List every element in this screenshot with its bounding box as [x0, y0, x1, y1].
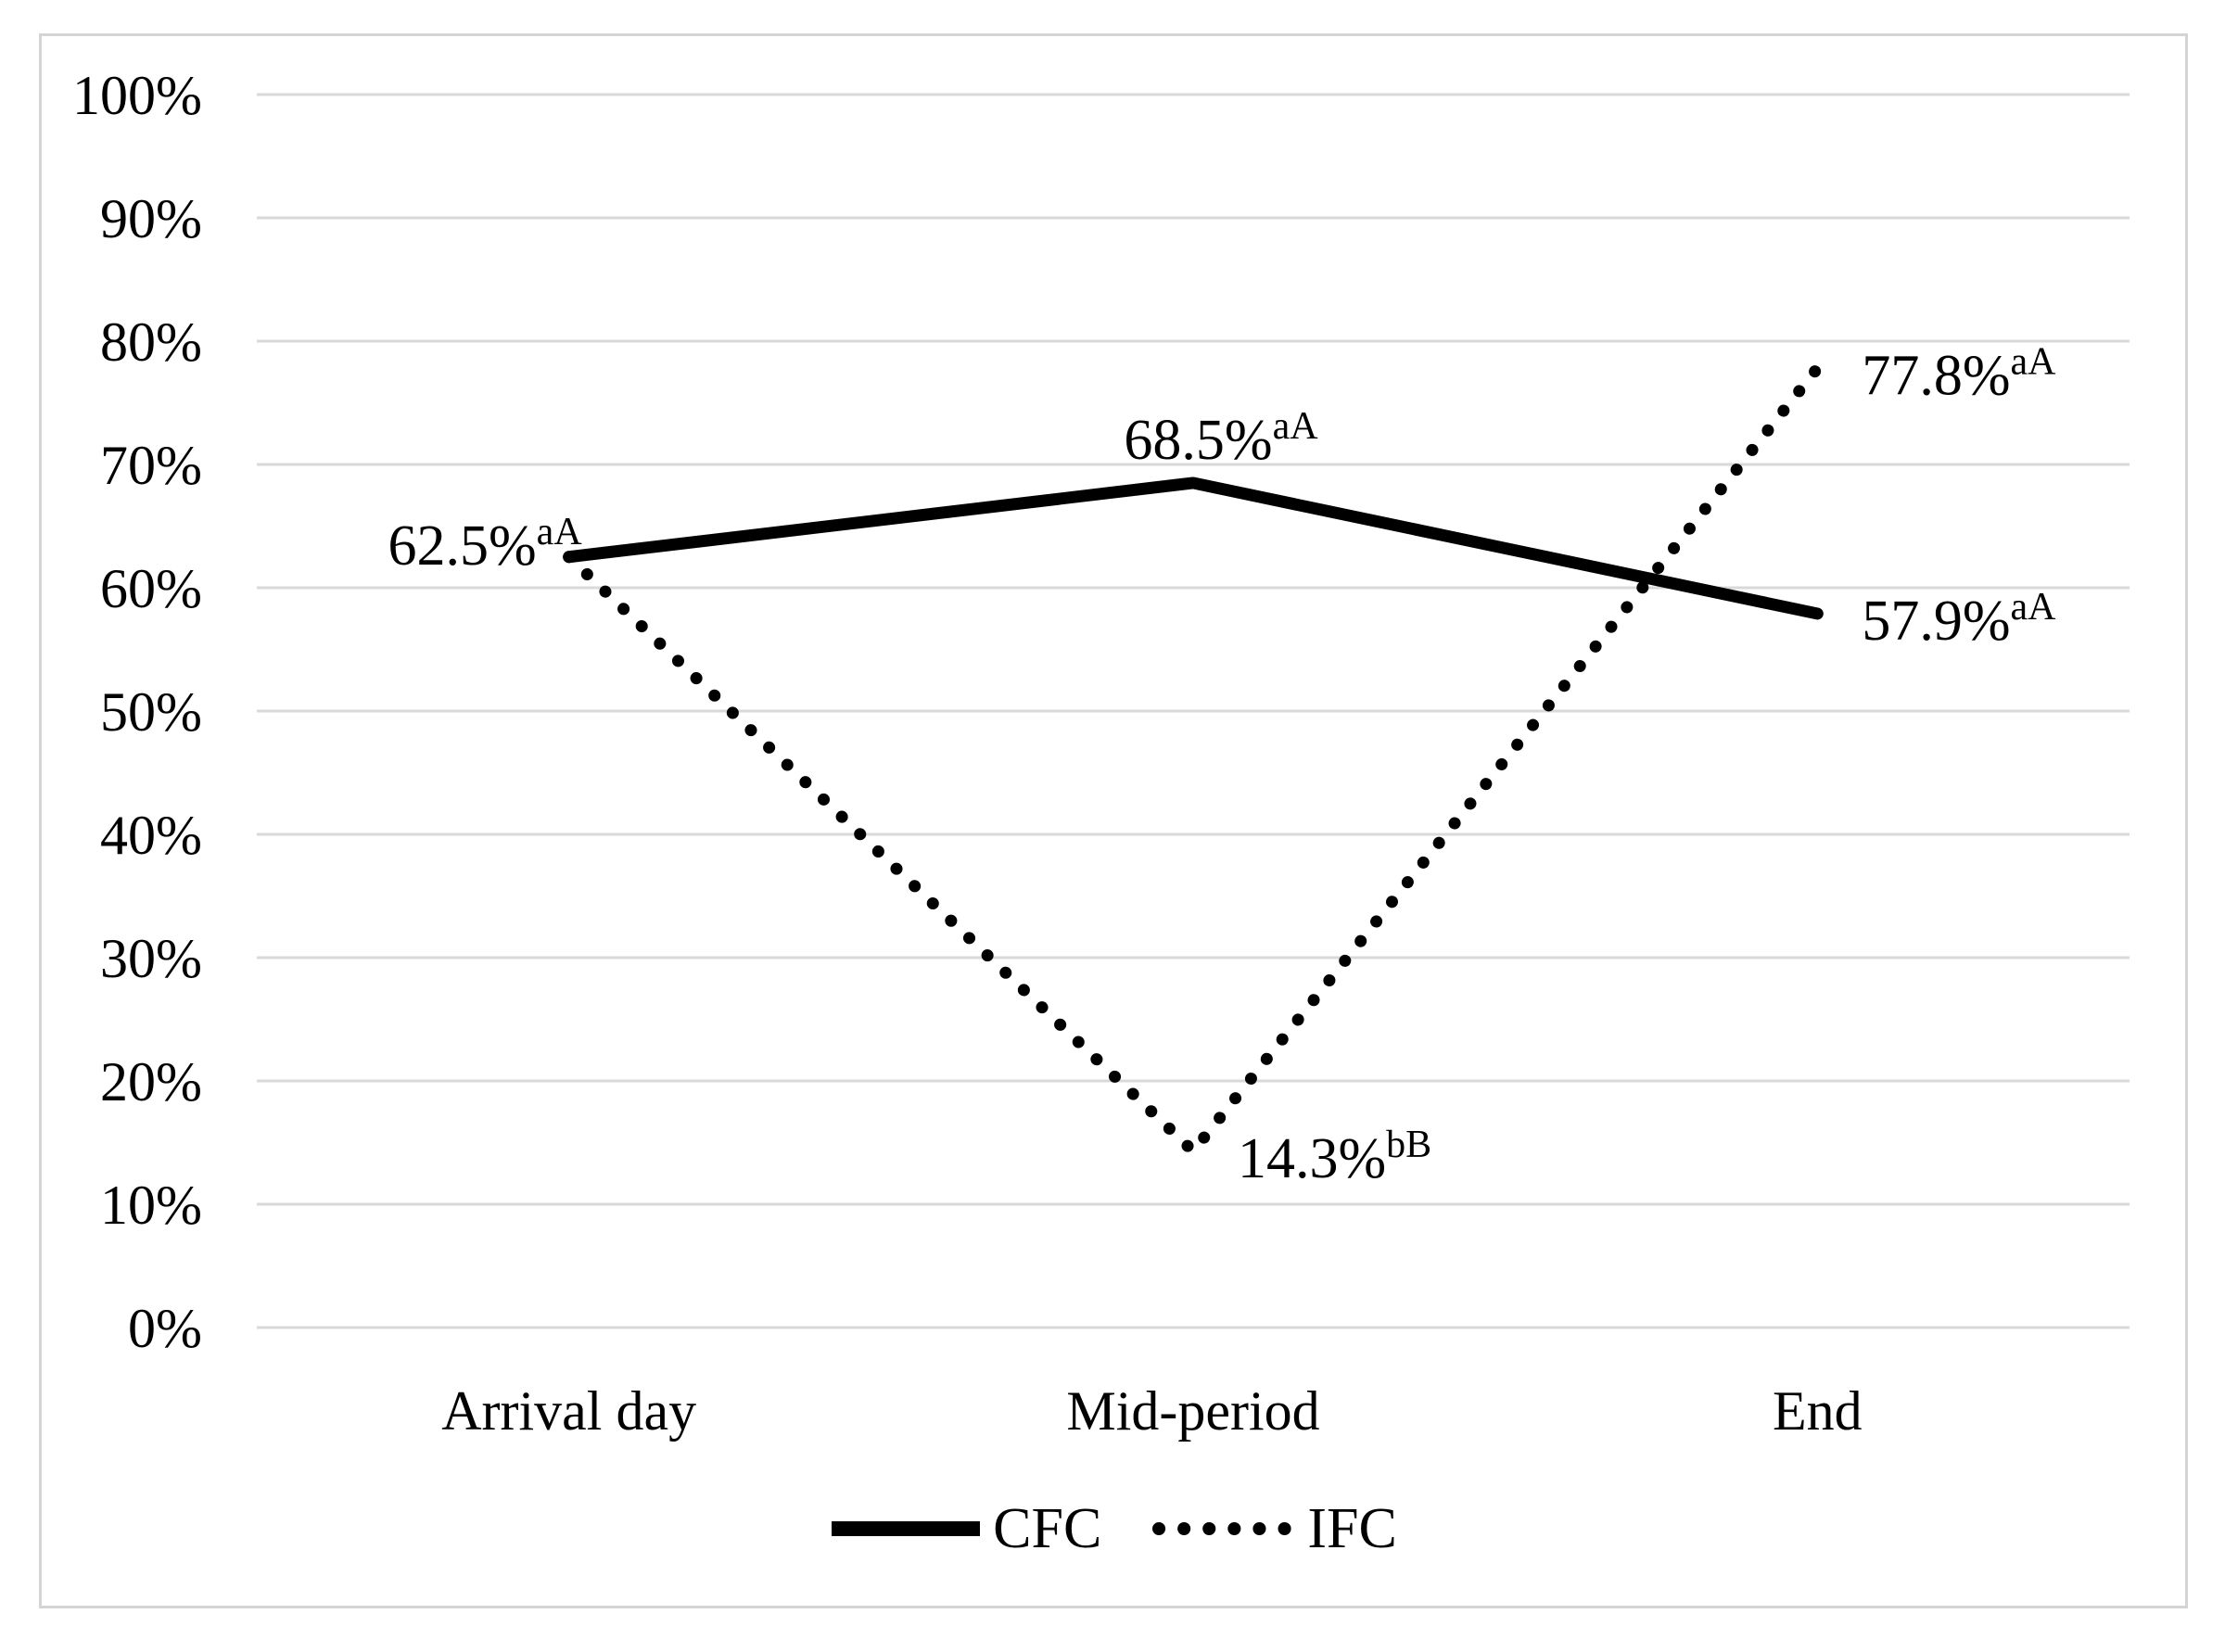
y-axis-tick-label: 30%: [100, 928, 202, 989]
data-label-value: 77.8%: [1862, 344, 2010, 407]
y-axis-tick-label: 20%: [100, 1051, 202, 1112]
y-axis-tick-label: 80%: [100, 311, 202, 373]
legend-item-cfc: CFC: [828, 1500, 1101, 1557]
data-label-superscript: bB: [1386, 1124, 1431, 1166]
y-axis-tick-label: 0%: [128, 1298, 202, 1359]
legend-label-ifc: IFC: [1307, 1497, 1397, 1560]
y-axis-tick-label: 40%: [100, 805, 202, 866]
solid-line-swatch-icon: [832, 1521, 981, 1536]
y-axis-tick-label: 70%: [100, 435, 202, 496]
legend-label-cfc: CFC: [993, 1497, 1102, 1560]
y-axis-tick-label: 60%: [100, 558, 202, 619]
data-label-value: 62.5%: [388, 515, 537, 578]
data-label-value: 57.9%: [1862, 590, 2010, 653]
data-label-cfc: 68.5%aA: [1124, 405, 1318, 472]
series-line-cfc: [563, 477, 1824, 620]
x-axis-label: End: [1773, 1380, 1863, 1442]
data-label-superscript: aA: [2010, 340, 2056, 383]
data-label-cfc: 62.5%aA: [388, 511, 583, 578]
chart-legend: CFC IFC: [0, 1500, 2225, 1557]
x-axis-label: Mid-period: [1066, 1380, 1319, 1442]
data-label-value: 14.3%: [1238, 1127, 1386, 1190]
legend-item-ifc: IFC: [1150, 1497, 1397, 1560]
dotted-line-swatch-icon: [1152, 1522, 1299, 1535]
data-label-value: 68.5%: [1124, 409, 1272, 472]
y-axis-tick-label: 10%: [100, 1175, 202, 1236]
data-label-superscript: aA: [537, 511, 583, 553]
x-axis-label: Arrival day: [441, 1380, 696, 1442]
data-label-ifc: 77.8%aA: [1862, 340, 2056, 407]
y-axis-tick-label: 90%: [100, 188, 202, 249]
data-label-superscript: aA: [2010, 586, 2056, 629]
y-axis-tick-label: 100%: [72, 65, 202, 126]
data-label-cfc: 57.9%aA: [1862, 586, 2056, 653]
series-line-ifc: [563, 362, 1824, 1158]
y-axis-tick-label: 50%: [100, 681, 202, 743]
chart-figure-border: [39, 33, 2188, 1608]
data-label-superscript: aA: [1273, 405, 1319, 448]
data-label-ifc: 14.3%bB: [1238, 1124, 1431, 1190]
